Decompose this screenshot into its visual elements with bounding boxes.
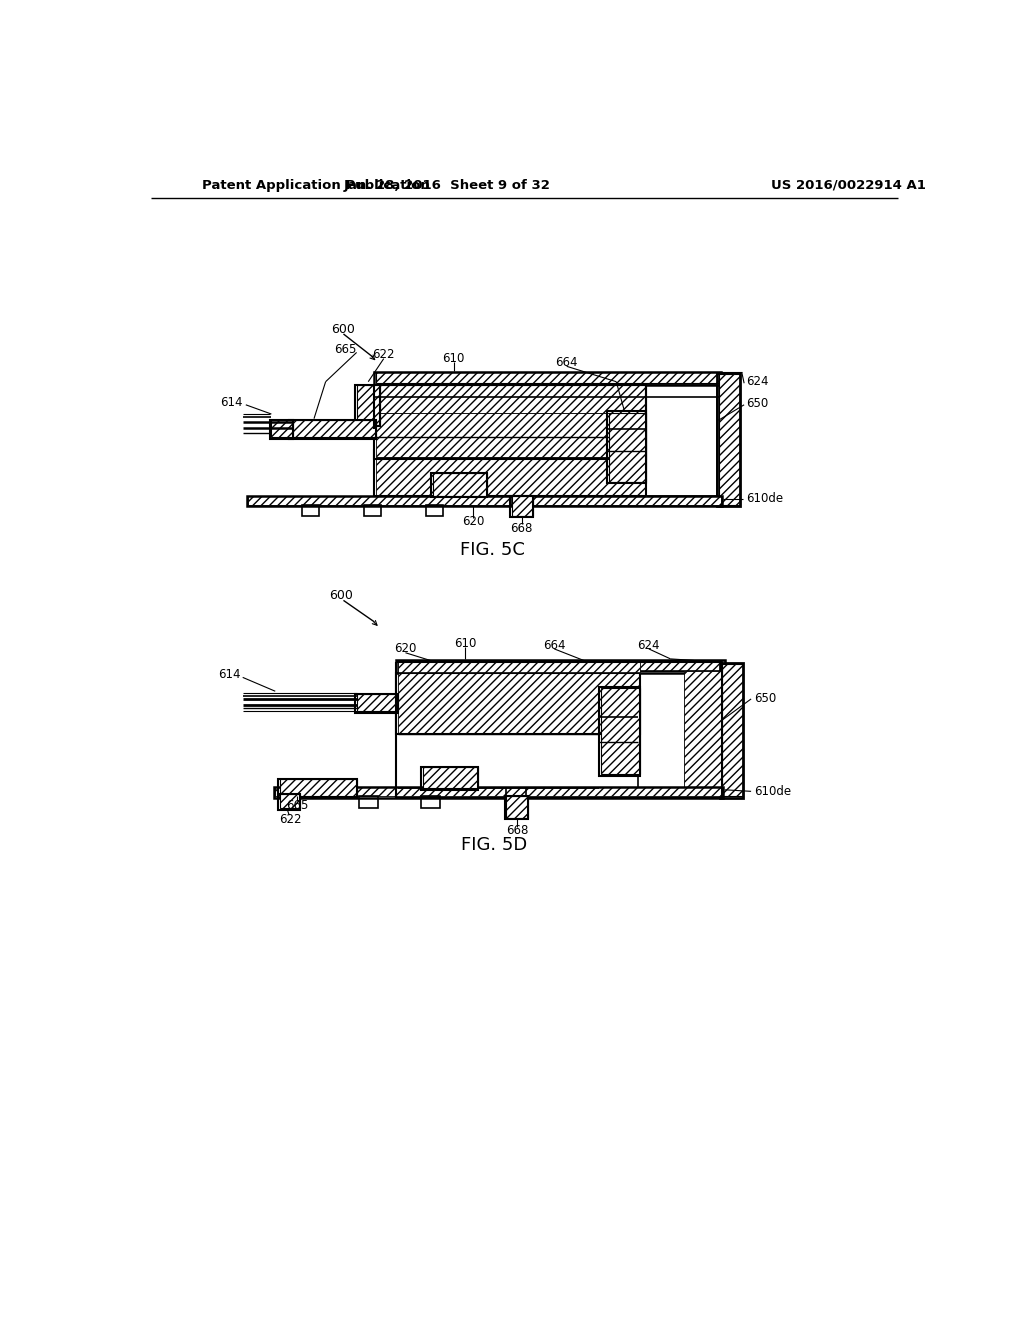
Bar bbox=[289, 420, 376, 438]
Bar bbox=[432, 473, 486, 496]
Bar bbox=[396, 673, 640, 734]
Bar bbox=[599, 686, 640, 776]
Bar bbox=[421, 767, 478, 789]
Bar bbox=[356, 694, 398, 711]
Text: 668: 668 bbox=[506, 824, 528, 837]
Text: 665: 665 bbox=[334, 343, 356, 356]
Bar bbox=[722, 664, 743, 796]
Bar bbox=[279, 779, 357, 797]
Text: 624: 624 bbox=[638, 639, 660, 652]
Text: 650: 650 bbox=[746, 397, 769, 409]
Text: 664: 664 bbox=[543, 639, 565, 652]
Text: 664: 664 bbox=[555, 356, 578, 370]
Bar bbox=[355, 385, 380, 426]
Bar bbox=[355, 694, 398, 713]
Text: Jan. 28, 2016  Sheet 9 of 32: Jan. 28, 2016 Sheet 9 of 32 bbox=[344, 178, 551, 191]
Bar bbox=[375, 385, 646, 459]
Bar bbox=[397, 663, 640, 673]
Bar bbox=[510, 496, 534, 517]
Text: 650: 650 bbox=[755, 693, 776, 705]
Bar bbox=[248, 496, 721, 506]
Bar bbox=[601, 688, 640, 775]
Bar bbox=[356, 385, 380, 425]
Text: 600: 600 bbox=[329, 589, 353, 602]
Text: 610: 610 bbox=[442, 352, 465, 366]
Bar bbox=[302, 506, 319, 516]
Bar bbox=[291, 420, 376, 437]
Bar bbox=[376, 457, 646, 496]
Text: US 2016/0022914 A1: US 2016/0022914 A1 bbox=[771, 178, 926, 191]
Text: 665: 665 bbox=[286, 799, 308, 812]
Bar bbox=[270, 420, 293, 438]
Text: 610de: 610de bbox=[755, 785, 792, 797]
Text: 622: 622 bbox=[373, 348, 395, 362]
Bar bbox=[431, 473, 486, 498]
Bar bbox=[638, 671, 722, 788]
Text: FIG. 5D: FIG. 5D bbox=[461, 837, 527, 854]
Bar bbox=[646, 385, 717, 496]
Bar bbox=[505, 796, 528, 818]
Bar bbox=[719, 374, 740, 506]
Text: 620: 620 bbox=[462, 515, 484, 528]
Text: 620: 620 bbox=[394, 643, 417, 656]
Text: 610: 610 bbox=[454, 638, 476, 649]
Bar bbox=[375, 372, 721, 385]
Text: 600: 600 bbox=[332, 323, 355, 335]
Bar bbox=[421, 796, 439, 808]
Text: 624: 624 bbox=[746, 375, 769, 388]
Text: 668: 668 bbox=[511, 521, 532, 535]
Bar bbox=[376, 413, 646, 457]
Bar bbox=[720, 663, 743, 797]
Bar bbox=[271, 420, 293, 437]
Bar bbox=[397, 673, 640, 733]
Bar bbox=[512, 496, 534, 516]
Bar bbox=[607, 411, 646, 483]
Bar bbox=[376, 372, 721, 383]
Text: 622: 622 bbox=[280, 813, 302, 825]
Bar bbox=[684, 671, 722, 788]
Text: 614: 614 bbox=[218, 668, 241, 681]
Text: Patent Application Publication: Patent Application Publication bbox=[202, 178, 429, 191]
Bar bbox=[280, 779, 357, 796]
Bar bbox=[426, 506, 443, 516]
Bar bbox=[359, 796, 378, 808]
Bar bbox=[247, 496, 722, 507]
Bar bbox=[279, 795, 300, 810]
Bar bbox=[608, 413, 646, 482]
Bar bbox=[280, 795, 300, 808]
Bar bbox=[506, 796, 528, 817]
Bar bbox=[396, 660, 725, 673]
Text: 614: 614 bbox=[220, 396, 243, 409]
Bar bbox=[376, 385, 646, 412]
Bar bbox=[275, 787, 723, 796]
Text: FIG. 5C: FIG. 5C bbox=[460, 541, 524, 558]
Bar bbox=[423, 767, 478, 788]
Bar bbox=[365, 506, 381, 516]
Text: 610de: 610de bbox=[746, 492, 783, 506]
Bar bbox=[717, 374, 740, 507]
Bar bbox=[273, 787, 723, 797]
Bar bbox=[397, 660, 725, 671]
